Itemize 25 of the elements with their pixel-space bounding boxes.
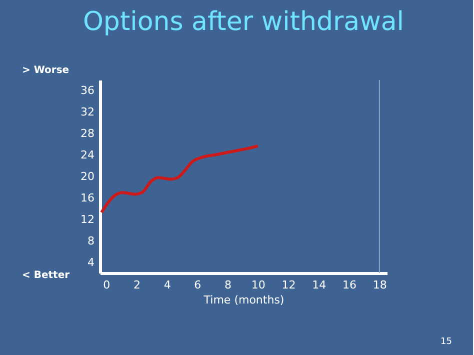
x-tick-label: 4 xyxy=(164,278,171,292)
x-tick-label: 10 xyxy=(251,278,266,292)
x-tick-label: 0 xyxy=(103,278,110,292)
y-tick-label: 28 xyxy=(80,127,94,140)
x-tick-label: 8 xyxy=(224,278,232,292)
x-axis-title: Time (months) xyxy=(202,294,284,306)
y-tick-label: 36 xyxy=(80,84,94,98)
x-tick-label: 16 xyxy=(342,278,357,292)
text: 15 xyxy=(440,337,452,347)
x-tick-label: 18 xyxy=(372,278,387,292)
x-tick-label: 12 xyxy=(282,278,296,292)
x-tick-label: 2 xyxy=(133,278,140,292)
y-tick-label: 8 xyxy=(88,234,94,248)
x-tick-label: 6 xyxy=(194,278,202,292)
y-tick-label: 24 xyxy=(80,148,94,162)
y-tick-label: 12 xyxy=(80,212,94,226)
text: > Worse xyxy=(22,65,70,76)
y-tick-label: 32 xyxy=(80,106,94,119)
text: < Better xyxy=(22,270,70,281)
y-tick-label: 20 xyxy=(80,170,94,183)
y-tick-label: 16 xyxy=(80,191,94,204)
x-tick-label: 14 xyxy=(312,278,326,292)
chart-title: Options after withdrawal xyxy=(82,7,404,37)
y-tick-label: 4 xyxy=(88,256,94,269)
line-series xyxy=(100,144,260,214)
